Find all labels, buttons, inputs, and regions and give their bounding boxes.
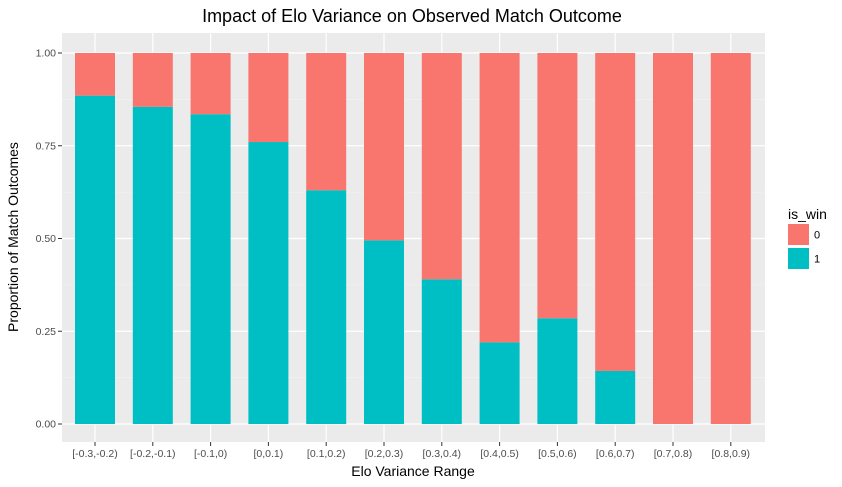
x-tick-label: [0.8,0.9) bbox=[712, 448, 751, 460]
y-axis-ticks: 0.00 0.25 0.50 0.75 1.00 bbox=[36, 48, 62, 431]
bar-segment-is-win-1 bbox=[75, 95, 115, 424]
legend-title: is_win bbox=[788, 206, 827, 222]
x-tick-label: [0,0.1) bbox=[254, 448, 284, 460]
legend: is_win 01 bbox=[788, 206, 827, 269]
bar-segment-is-win-0 bbox=[75, 53, 115, 96]
plot-panel bbox=[62, 33, 765, 442]
bar-segment-is-win-0 bbox=[364, 53, 404, 241]
bar-segment-is-win-0 bbox=[306, 53, 347, 191]
bar-segment-is-win-1 bbox=[595, 370, 636, 424]
x-tick-label: [-0.2,-0.1) bbox=[130, 448, 176, 460]
bar-segment-is-win-1 bbox=[421, 279, 462, 424]
x-tick-label: [0.7,0.8) bbox=[654, 448, 693, 460]
x-tick-label: [0.5,0.6) bbox=[538, 448, 577, 460]
bar-segment-is-win-0 bbox=[653, 53, 693, 424]
bar-segment-is-win-1 bbox=[537, 318, 578, 424]
x-tick-label: [0.4,0.5) bbox=[480, 448, 519, 460]
bars bbox=[75, 53, 751, 425]
x-tick-label: [0.2,0.3) bbox=[365, 448, 404, 460]
y-tick-label: 0.25 bbox=[36, 326, 57, 338]
x-axis-ticks: [-0.3,-0.2) [-0.2,-0.1) [-0.1,0) [0,0.1) [0.… bbox=[72, 442, 750, 460]
bar-segment-is-win-0 bbox=[248, 53, 289, 143]
bar-segment-is-win-0 bbox=[421, 53, 462, 280]
bar-segment-is-win-0 bbox=[537, 53, 578, 319]
bar-segment-is-win-1 bbox=[190, 114, 231, 424]
x-axis-title: Elo Variance Range bbox=[351, 463, 475, 479]
x-tick-label: [-0.3,-0.2) bbox=[72, 448, 118, 460]
legend-swatch bbox=[788, 248, 809, 269]
bar-segment-is-win-1 bbox=[248, 142, 289, 425]
y-tick-label: 0.00 bbox=[36, 419, 57, 431]
y-tick-label: 0.75 bbox=[36, 140, 57, 152]
y-axis-title: Proportion of Match Outcomes bbox=[5, 142, 21, 332]
legend-swatch bbox=[788, 224, 809, 245]
bar-segment-is-win-0 bbox=[132, 53, 173, 107]
chart-title: Impact of Elo Variance on Observed Match… bbox=[202, 6, 622, 26]
x-tick-label: [0.1,0.2) bbox=[307, 448, 346, 460]
bar-segment-is-win-0 bbox=[190, 53, 231, 115]
bar-segment-is-win-0 bbox=[595, 53, 636, 371]
legend-label: 0 bbox=[814, 230, 820, 242]
legend-items: 01 bbox=[788, 224, 820, 269]
bar-segment-is-win-1 bbox=[132, 106, 173, 425]
legend-label: 1 bbox=[814, 254, 820, 266]
bar-segment-is-win-0 bbox=[479, 53, 520, 343]
bar-segment-is-win-1 bbox=[306, 190, 347, 424]
x-tick-label: [-0.1,0) bbox=[194, 448, 227, 460]
bar-segment-is-win-1 bbox=[364, 240, 404, 424]
x-tick-label: [0.3,0.4) bbox=[423, 448, 462, 460]
bar-segment-is-win-0 bbox=[710, 53, 751, 424]
y-tick-label: 0.50 bbox=[36, 233, 57, 245]
y-tick-label: 1.00 bbox=[36, 48, 57, 60]
x-tick-label: [0.6,0.7) bbox=[596, 448, 635, 460]
bar-segment-is-win-1 bbox=[479, 342, 520, 424]
